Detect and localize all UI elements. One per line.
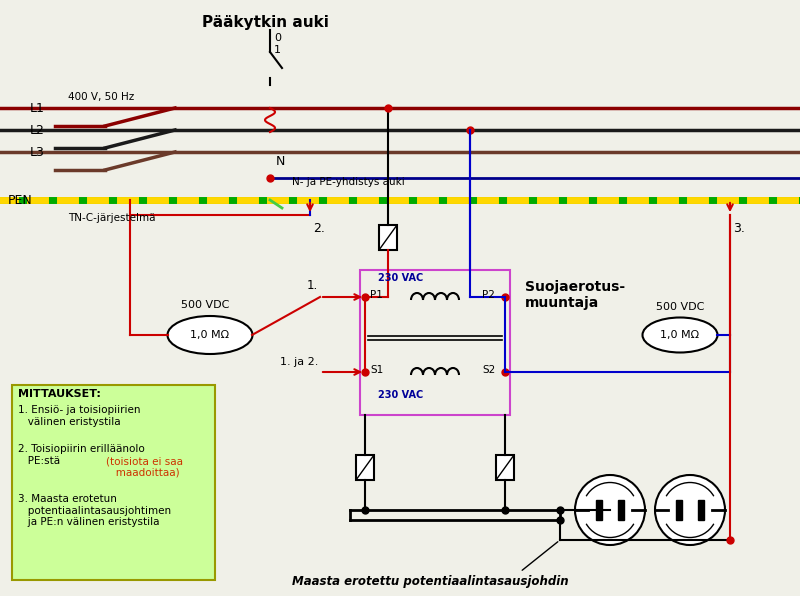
Text: 1.: 1. (306, 279, 318, 292)
Text: (toisiota ei saa
   maadoittaa): (toisiota ei saa maadoittaa) (106, 456, 183, 477)
Text: Pääkytkin auki: Pääkytkin auki (202, 15, 329, 30)
Text: 230 VAC: 230 VAC (378, 273, 423, 283)
Text: N- ja PE-yhdistys auki: N- ja PE-yhdistys auki (292, 177, 405, 187)
Text: P1: P1 (370, 290, 383, 300)
Bar (356, 455, 374, 480)
Text: 400 V, 50 Hz: 400 V, 50 Hz (68, 92, 134, 102)
Text: S1: S1 (370, 365, 383, 375)
Bar (12, 385, 215, 580)
Text: P2: P2 (482, 290, 495, 300)
Text: 500 VDC: 500 VDC (181, 300, 229, 310)
Circle shape (655, 475, 725, 545)
Circle shape (575, 475, 645, 545)
Text: 1: 1 (274, 45, 281, 55)
Text: 1. Ensiö- ja toisiopiirien
   välinen eristystila: 1. Ensiö- ja toisiopiirien välinen erist… (18, 405, 141, 427)
Bar (496, 455, 514, 480)
Text: PEN: PEN (8, 194, 33, 206)
Text: L3: L3 (30, 145, 45, 159)
Text: 3.: 3. (733, 222, 745, 235)
Text: 1,0 MΩ: 1,0 MΩ (661, 330, 699, 340)
Text: 1,0 MΩ: 1,0 MΩ (190, 330, 230, 340)
Text: 1. ja 2.: 1. ja 2. (280, 357, 318, 367)
Text: 2.: 2. (313, 222, 325, 235)
Text: S2: S2 (482, 365, 495, 375)
Text: 3. Maasta erotetun
   potentiaalintasausjohtimen
   ja PE:n välinen eristystila: 3. Maasta erotetun potentiaalintasausjoh… (18, 494, 171, 527)
Bar (596, 500, 602, 520)
Bar (698, 500, 704, 520)
Text: Maasta erotettu potentiaalintasausjohdin: Maasta erotettu potentiaalintasausjohdin (292, 575, 568, 588)
Bar (676, 500, 682, 520)
Text: TN-C-järjestelmä: TN-C-järjestelmä (68, 213, 155, 223)
Text: 500 VDC: 500 VDC (656, 302, 704, 312)
Ellipse shape (167, 316, 253, 354)
Bar (618, 500, 624, 520)
Text: 2. Toisiopiirin erilläänolo
   PE:stä: 2. Toisiopiirin erilläänolo PE:stä (18, 444, 145, 465)
Text: L1: L1 (30, 101, 45, 114)
Bar (360, 270, 510, 415)
Text: 230 VAC: 230 VAC (378, 390, 423, 400)
Text: Suojaerotus-
muuntaja: Suojaerotus- muuntaja (525, 280, 625, 310)
Ellipse shape (642, 318, 718, 352)
Text: MITTAUKSET:: MITTAUKSET: (18, 389, 101, 399)
Text: N: N (276, 155, 286, 168)
Bar (379, 225, 397, 250)
Text: L2: L2 (30, 123, 45, 136)
Text: 0: 0 (274, 33, 281, 43)
